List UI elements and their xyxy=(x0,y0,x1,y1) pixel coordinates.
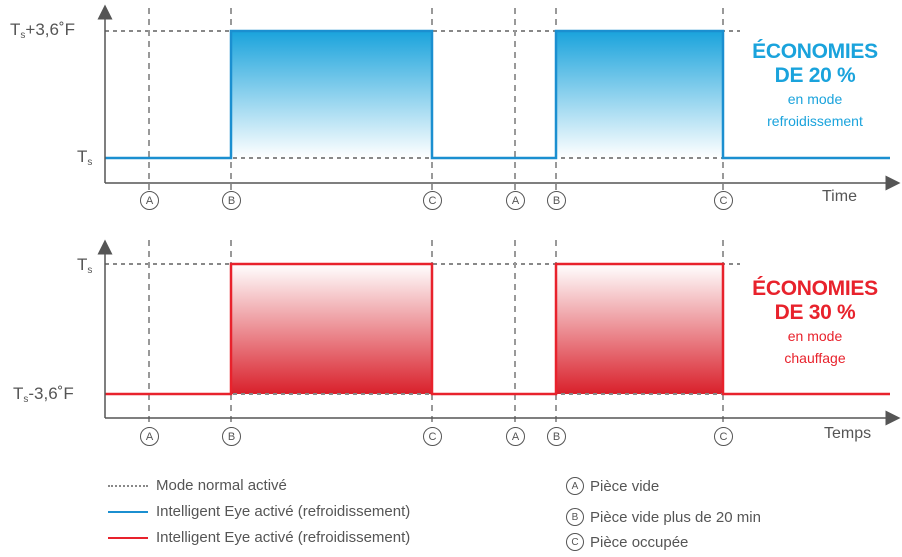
bottom-pulse-1-fill xyxy=(231,264,432,394)
legend-marker-b-label: Pièce vide plus de 20 min xyxy=(590,508,761,526)
top-marker-b2: B xyxy=(547,191,566,210)
top-marker-c1: C xyxy=(423,191,442,210)
top-savings-mode-line2: refroidissement xyxy=(767,113,863,129)
bottom-pulse-2-fill xyxy=(556,264,723,394)
bottom-y-low-label: Ts-3,6˚F xyxy=(13,384,74,405)
bottom-savings-mode-line2: chauffage xyxy=(784,350,846,366)
bottom-chart xyxy=(97,239,901,430)
marker-a-icon: A xyxy=(566,477,584,495)
top-marker-a1: A xyxy=(140,191,159,210)
bottom-savings-percent: DE 30 % xyxy=(774,301,856,324)
top-pulse-2-fill xyxy=(556,31,723,158)
top-y-high-label: Ts+3,6˚F xyxy=(10,20,75,41)
blue-line-swatch-icon xyxy=(108,510,148,513)
top-marker-c2: C xyxy=(714,191,733,210)
bottom-savings-title: ÉCONOMIES xyxy=(752,277,878,300)
legend-marker-b: B Pièce vide plus de 20 min xyxy=(566,508,761,526)
bottom-marker-b1: B xyxy=(222,427,241,446)
bottom-savings-mode-line1: en mode xyxy=(787,328,843,344)
red-line-swatch-icon xyxy=(108,536,148,539)
top-x-axis-label: Time xyxy=(822,188,857,205)
top-savings-title: ÉCONOMIES xyxy=(752,40,878,63)
legend-heating-label: Intelligent Eye activé (refroidissement) xyxy=(156,529,411,546)
bottom-signal-line xyxy=(105,262,890,396)
top-savings-mode-line1: en mode xyxy=(787,91,843,107)
legend-marker-a-label: Pièce vide xyxy=(590,477,660,495)
bottom-y-high-label: Ts xyxy=(77,255,93,276)
legend-cooling-label: Intelligent Eye activé (refroidissement) xyxy=(156,503,411,520)
bottom-marker-c2: C xyxy=(714,427,733,446)
top-marker-b1: B xyxy=(222,191,241,210)
top-marker-a2: A xyxy=(506,191,525,210)
top-pulse-1-fill xyxy=(231,31,432,158)
bottom-x-axis-label: Temps xyxy=(824,425,872,442)
bottom-savings-callout: ÉCONOMIES DE 30 % en mode chauffage xyxy=(740,277,890,369)
legend-normal-mode-label: Mode normal activé xyxy=(156,477,287,494)
legend-marker-a: A Pièce vide xyxy=(566,477,659,495)
bottom-marker-c1: C xyxy=(423,427,442,446)
top-signal-line xyxy=(105,29,890,160)
top-savings-callout: ÉCONOMIES DE 20 % en mode refroidissemen… xyxy=(740,40,890,132)
legend-normal-mode: Mode normal activé xyxy=(108,477,287,494)
legend-marker-c-label: Pièce occupée xyxy=(590,533,689,551)
legend-marker-c: C Pièce occupée xyxy=(566,533,688,551)
marker-b-icon: B xyxy=(566,508,584,526)
legend-heating: Intelligent Eye activé (refroidissement) xyxy=(108,529,410,546)
dotted-line-swatch-icon xyxy=(108,484,148,487)
legend-cooling: Intelligent Eye activé (refroidissement) xyxy=(108,503,410,520)
top-y-low-label: Ts xyxy=(77,147,93,168)
marker-c-icon: C xyxy=(566,533,584,551)
top-savings-percent: DE 20 % xyxy=(774,64,856,87)
bottom-marker-a2: A xyxy=(506,427,525,446)
top-chart xyxy=(97,4,901,195)
bottom-marker-b2: B xyxy=(547,427,566,446)
bottom-marker-a1: A xyxy=(140,427,159,446)
